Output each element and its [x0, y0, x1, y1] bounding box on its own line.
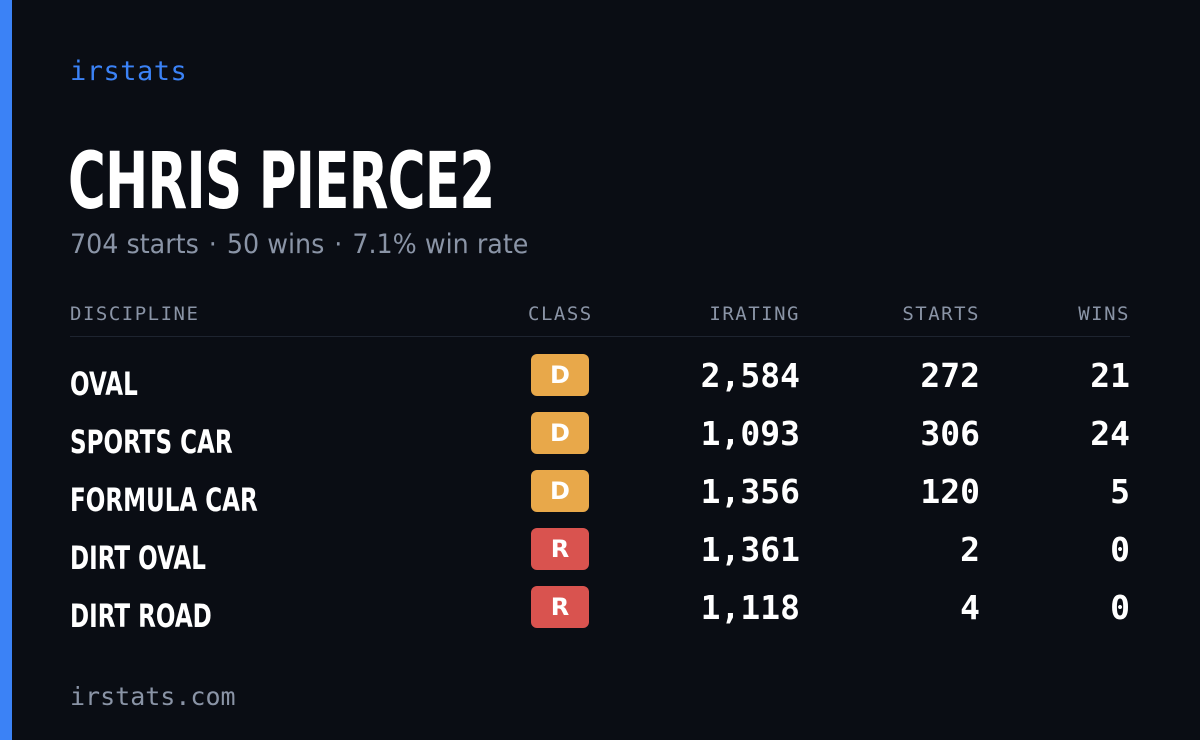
- starts-summary: 704 starts: [70, 229, 199, 260]
- discipline-name: DIRT OVAL: [70, 539, 206, 577]
- starts-value: 306: [920, 414, 980, 453]
- class-badge: D: [531, 412, 589, 454]
- accent-bar: [0, 0, 12, 740]
- irating-value: 1,356: [700, 472, 800, 511]
- starts-value: 272: [920, 356, 980, 395]
- win-rate-summary: 7.1% win rate: [352, 229, 529, 260]
- class-badge: R: [531, 586, 589, 628]
- table-header: DISCIPLINE CLASS IRATING STARTS WINS: [70, 300, 1130, 328]
- summary-separator: ·: [334, 229, 343, 260]
- driver-summary: 704 starts · 50 wins · 7.1% win rate: [70, 229, 528, 261]
- starts-value: 4: [960, 588, 980, 627]
- header-discipline: DISCIPLINE: [70, 303, 200, 325]
- table-row: FORMULA CAR D 1,356 120 5: [70, 466, 1130, 524]
- footer-url: irstats.com: [70, 682, 236, 711]
- wins-value: 21: [1090, 356, 1130, 395]
- discipline-name: FORMULA CAR: [70, 481, 258, 519]
- discipline-name: OVAL: [70, 365, 138, 403]
- header-divider: [70, 336, 1130, 337]
- irating-value: 1,093: [700, 414, 800, 453]
- header-irating: IRATING: [709, 303, 800, 325]
- brand-logo-text: irstats: [70, 56, 188, 87]
- starts-value: 2: [960, 530, 980, 569]
- discipline-name: DIRT ROAD: [70, 597, 212, 635]
- header-class: CLASS: [528, 303, 593, 325]
- class-badge: D: [531, 354, 589, 396]
- table-row: DIRT OVAL R 1,361 2 0: [70, 524, 1130, 582]
- starts-value: 120: [920, 472, 980, 511]
- discipline-name: SPORTS CAR: [70, 423, 233, 461]
- summary-separator: ·: [208, 229, 217, 260]
- wins-value: 24: [1090, 414, 1130, 453]
- wins-value: 0: [1110, 588, 1130, 627]
- table-row: SPORTS CAR D 1,093 306 24: [70, 408, 1130, 466]
- driver-name: CHRIS PIERCE2: [68, 137, 495, 227]
- header-starts: STARTS: [902, 303, 980, 325]
- irating-value: 2,584: [700, 356, 800, 395]
- class-badge: R: [531, 528, 589, 570]
- wins-summary: 50 wins: [226, 229, 325, 260]
- header-wins: WINS: [1078, 303, 1130, 325]
- irating-value: 1,118: [700, 588, 800, 627]
- table-row: OVAL D 2,584 272 21: [70, 350, 1130, 408]
- irating-value: 1,361: [700, 530, 800, 569]
- class-badge: D: [531, 470, 589, 512]
- wins-value: 0: [1110, 530, 1130, 569]
- table-row: DIRT ROAD R 1,118 4 0: [70, 582, 1130, 640]
- wins-value: 5: [1110, 472, 1130, 511]
